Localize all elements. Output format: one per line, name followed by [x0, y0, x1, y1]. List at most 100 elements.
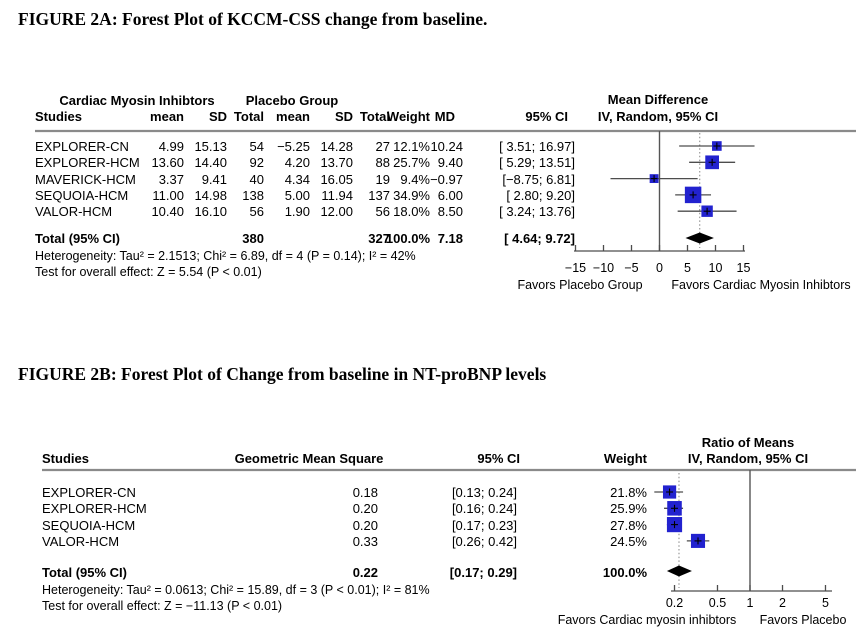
cell-ci: [ 5.29; 13.51] — [499, 155, 575, 171]
cell-study: VALOR-HCM — [42, 533, 120, 549]
cell-ci: [ 3.51; 16.97] — [499, 139, 575, 154]
cell-ci: [0.17; 0.29] — [449, 565, 517, 580]
cell-sd2: 16.05 — [320, 171, 353, 187]
cell-total2: 19 — [375, 171, 390, 187]
cell-ci: [0.13; 0.24] — [451, 485, 517, 500]
effect-header-line2: IV, Random, 95% CI — [597, 109, 719, 124]
col-header-gms: Geometric Mean Square — [234, 451, 384, 466]
cell-study: MAVERICK-HCM — [35, 171, 136, 187]
col-header-studies: Studies — [35, 109, 82, 124]
cell-ci: [0.16; 0.24] — [451, 501, 517, 517]
cell-total1: 138 — [242, 187, 264, 203]
cell-total2: 137 — [368, 187, 390, 203]
cell-md: 7.18 — [437, 231, 463, 246]
figure-2a-title: FIGURE 2A: Forest Plot of KCCM-CSS chang… — [18, 9, 488, 29]
cell-md: 10.24 — [430, 139, 463, 154]
cell-weight: 25.7% — [393, 155, 430, 171]
axis-tick-label: 5 — [684, 261, 691, 275]
group-header-cmi: Cardiac Myosin Inhibtors — [59, 93, 215, 108]
cell-total1: 56 — [249, 204, 264, 220]
col-header-total-cmi: Total — [233, 109, 264, 124]
cell-weight: 12.1% — [393, 139, 430, 154]
cell-ci: [0.26; 0.42] — [451, 533, 517, 549]
cell-ci: [0.17; 0.23] — [451, 517, 517, 533]
axis-tick-label: 5 — [822, 596, 829, 610]
cell-sd2: 12.00 — [320, 204, 353, 220]
cell-sd2: 14.28 — [320, 139, 353, 154]
cell-gms: 0.20 — [352, 517, 378, 533]
cell-total1: 54 — [249, 139, 264, 154]
cell-sd1: 9.41 — [201, 171, 227, 187]
cell-mean1: 13.60 — [151, 155, 184, 171]
col-header-weight: Weight — [386, 109, 430, 124]
cell-study: EXPLORER-CN — [35, 139, 129, 154]
favors-right-label: Favors Placebo — [759, 613, 847, 627]
effect-header-line2: IV, Random, 95% CI — [687, 451, 809, 466]
cell-md: 6.00 — [437, 187, 463, 203]
effect-header-line1: Mean Difference — [607, 92, 709, 107]
cell-gms: 0.20 — [352, 501, 378, 517]
axis-tick-label: 10 — [709, 261, 723, 275]
heterogeneity-text: Heterogeneity: Tau² = 0.0613; Chi² = 15.… — [42, 583, 430, 597]
cell-total1: 92 — [249, 155, 264, 171]
col-header-studies: Studies — [42, 451, 89, 466]
col-header-mean-placebo: mean — [276, 109, 310, 124]
cell-weight: 34.9% — [393, 187, 430, 203]
cell-sd2: 13.70 — [320, 155, 353, 171]
cell-md: −0.97 — [430, 171, 463, 187]
cell-study: SEQUOIA-HCM — [35, 187, 129, 203]
cell-weight: 18.0% — [393, 204, 430, 220]
cell-total2: 56 — [375, 204, 390, 220]
cell-sd1: 14.98 — [194, 187, 227, 203]
summary-diamond — [666, 565, 692, 577]
col-header-weight: Weight — [603, 451, 647, 466]
cell-ci: [ 3.24; 13.76] — [499, 204, 575, 220]
cell-md: 8.50 — [437, 204, 463, 220]
cell-study: EXPLORER-HCM — [35, 155, 140, 171]
cell-study: EXPLORER-CN — [42, 485, 136, 500]
favors-left-label: Favors Cardiac myosin inhibtors — [557, 613, 737, 627]
cell-ci: [ 4.64; 9.72] — [504, 231, 575, 246]
cell-mean1: 10.40 — [151, 204, 184, 220]
cell-study: VALOR-HCM — [35, 204, 113, 220]
cell-study: EXPLORER-HCM — [42, 501, 147, 517]
cell-mean2: 4.34 — [284, 171, 310, 187]
cell-mean2: 4.20 — [284, 155, 310, 171]
cell-mean2: −5.25 — [277, 139, 310, 154]
cell-study: SEQUOIA-HCM — [42, 517, 136, 533]
axis-tick-label: 0.5 — [709, 596, 726, 610]
col-header-total-placebo: Total — [359, 109, 390, 124]
axis-tick-label: −15 — [565, 261, 586, 275]
overall-effect-text: Test for overall effect: Z = −11.13 (P <… — [42, 599, 283, 613]
group-header-placebo: Placebo Group — [245, 93, 339, 108]
cell-ci: [ 2.80; 9.20] — [506, 187, 575, 203]
col-header-ci: 95% CI — [477, 451, 520, 466]
axis-tick-label: 0 — [656, 261, 663, 275]
cell-total2: 27 — [375, 139, 390, 154]
cell-total2: 327 — [368, 231, 390, 246]
axis-tick-label: 15 — [737, 261, 751, 275]
figure-2b-title: FIGURE 2B: Forest Plot of Change from ba… — [18, 364, 547, 384]
cell-weight: 27.8% — [610, 517, 647, 533]
cell-weight: 25.9% — [610, 501, 647, 517]
col-header-md: MD — [434, 109, 455, 124]
cell-sd1: 14.40 — [194, 155, 227, 171]
cell-weight: 21.8% — [610, 485, 647, 500]
summary-diamond — [685, 232, 714, 244]
cell-md: 9.40 — [437, 155, 463, 171]
cell-sd1: 16.10 — [194, 204, 227, 220]
cell-gms: 0.22 — [352, 565, 378, 580]
cell-study: Total (95% CI) — [42, 565, 127, 580]
col-header-ci: 95% CI — [525, 109, 568, 124]
cell-mean2: 5.00 — [284, 187, 310, 203]
cell-sd2: 11.94 — [321, 187, 353, 203]
heterogeneity-text: Heterogeneity: Tau² = 2.1513; Chi² = 6.8… — [35, 249, 416, 263]
cell-weight: 24.5% — [610, 533, 647, 549]
overall-effect-text: Test for overall effect: Z = 5.54 (P < 0… — [35, 265, 262, 279]
cell-ci: [−8.75; 6.81] — [502, 171, 575, 187]
col-header-sd-placebo: SD — [334, 109, 353, 124]
favors-right-label: Favors Cardiac Myosin Inhibtors — [671, 278, 851, 292]
cell-study: Total (95% CI) — [35, 231, 120, 246]
axis-tick-label: 1 — [747, 596, 754, 610]
